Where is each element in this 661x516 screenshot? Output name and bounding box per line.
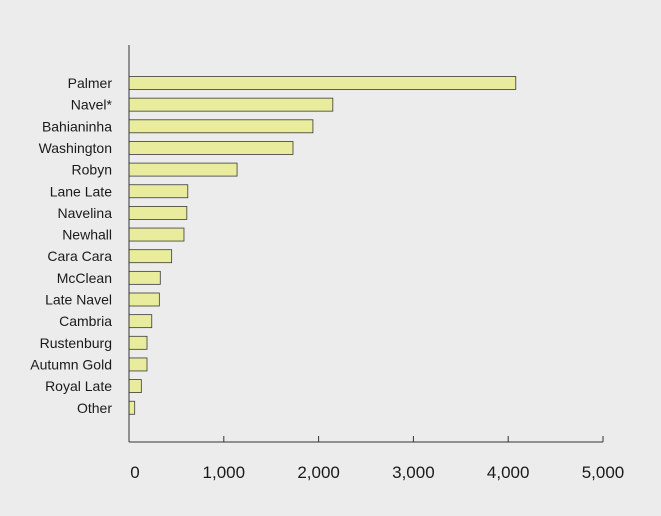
bar-rustenburg: [128, 335, 148, 350]
category-label-lane-late: Lane Late: [50, 183, 112, 199]
bar-navelina: [128, 205, 188, 220]
category-label-cara-cara: Cara Cara: [47, 248, 112, 264]
x-tick-label: 1,000: [203, 463, 246, 482]
x-tick-labels-group: 0 1,000 2,000 3,000 4,000 5,000: [130, 463, 624, 482]
bar-washington: [128, 141, 294, 155]
category-label-royal-late: Royal Late: [45, 378, 112, 394]
bar-palmer: [128, 76, 517, 90]
bar-autumn-gold: [128, 357, 148, 372]
category-labels-group: Palmer Navel* Bahianinha Washington Robyn Lan…: [30, 75, 112, 416]
bar-other: [128, 400, 136, 415]
category-label-rustenburg: Rustenburg: [40, 335, 112, 351]
bar-robyn: [128, 162, 238, 177]
x-tick-label: 5,000: [582, 463, 625, 482]
category-label-other: Other: [77, 400, 112, 416]
category-label-navel: Navel*: [71, 97, 113, 113]
x-tick-label: 4,000: [487, 463, 530, 482]
category-label-washington: Washington: [39, 140, 112, 156]
category-label-navelina: Navelina: [58, 205, 113, 221]
bar-late-navel: [128, 292, 160, 307]
bars-group: [128, 76, 517, 415]
category-label-palmer: Palmer: [68, 75, 113, 91]
category-label-cambria: Cambria: [59, 313, 112, 329]
category-label-autumn-gold: Autumn Gold: [30, 356, 112, 372]
bar-bahianinha: [128, 119, 314, 134]
category-label-newhall: Newhall: [62, 227, 112, 243]
bar-newhall: [128, 227, 185, 242]
bar-cambria: [128, 314, 153, 329]
axes-group: [128, 45, 604, 443]
x-tick-label: 2,000: [297, 463, 340, 482]
bar-mcclean: [128, 270, 161, 285]
category-label-bahianinha: Bahianinha: [42, 118, 112, 134]
bar-lane-late: [128, 184, 189, 199]
bar-cara-cara: [128, 249, 173, 264]
category-label-mcclean: McClean: [57, 270, 112, 286]
bar-royal-late: [128, 379, 142, 394]
category-label-late-navel: Late Navel: [45, 292, 112, 308]
bar-navel: [128, 97, 334, 112]
category-label-robyn: Robyn: [72, 162, 112, 178]
x-tick-label: 0: [130, 463, 139, 482]
x-tick-label: 3,000: [392, 463, 435, 482]
